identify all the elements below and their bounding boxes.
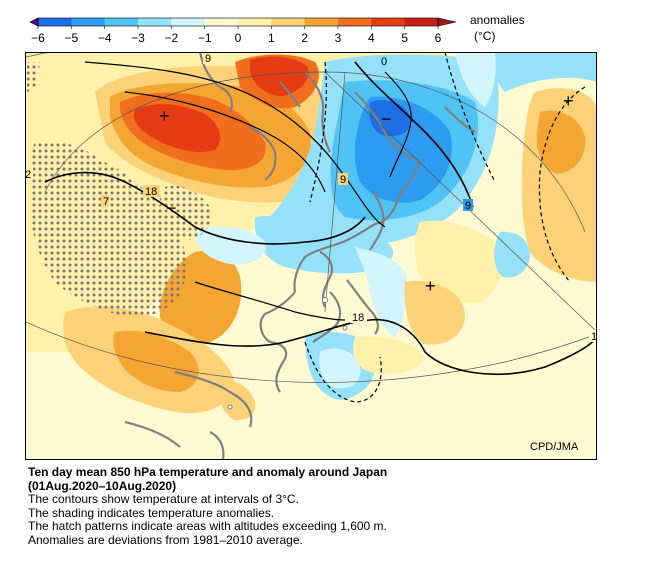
contour-label: 18: [145, 186, 157, 198]
colorbar-cell: [171, 18, 206, 26]
caption-line: The shading indicates temperature anomal…: [28, 505, 275, 520]
figure-caption: Ten day mean 850 hPa temperature and ano…: [28, 465, 628, 547]
contour-label: 9: [340, 174, 346, 186]
colorbar-tick-label: −2: [164, 31, 178, 45]
colorbar-tick-label: 1: [268, 31, 275, 45]
contour-label: 14: [591, 331, 597, 343]
colorbar-cell: [204, 18, 239, 26]
colorbar-cell: [71, 18, 106, 26]
colorbar-title: anomalies: [470, 13, 525, 27]
anomaly-center-markers: + − + + −: [159, 91, 574, 296]
coastlines: [124, 52, 476, 460]
contour-label: 2: [25, 169, 31, 181]
colorbar-tick-labels: −6 −5 −4 −3 −2 −1 0 1 2 3 4 5 6: [31, 26, 442, 45]
colorbar-tick-label: 4: [368, 31, 375, 45]
contour-label: 0: [381, 56, 387, 68]
colorbar-tick-label: 6: [435, 31, 442, 45]
contour-label: 18: [352, 312, 364, 324]
contour-labels: 9 0 18 9 9 18 2 7 14: [25, 52, 597, 343]
colorbar-tick-label: −1: [198, 31, 212, 45]
warm-center-marker: +: [159, 106, 170, 126]
caption-line: The hatch patterns indicate areas with a…: [28, 519, 387, 533]
colorbar-cell: [271, 18, 306, 26]
contour-label: 7: [103, 196, 109, 208]
map-credit: CPD/JMA: [530, 441, 579, 453]
colorbar-cell: [138, 18, 172, 26]
map-frame: [25, 52, 597, 460]
cold-center-marker: −: [381, 109, 392, 129]
colorbar-tick-label: 3: [335, 31, 342, 45]
caption-line: Anomalies are deviations from 1981–2010 …: [28, 532, 303, 547]
cold-center-marker: −: [166, 198, 177, 218]
colorbar-cell: [338, 18, 372, 26]
terrain-hatch: [27, 62, 212, 318]
contour-label: 9: [465, 200, 471, 212]
colorbar-tick-label: −5: [64, 31, 78, 45]
colorbar-cell: [238, 18, 272, 26]
colorbar-left-arrow: [29, 17, 39, 27]
colorbar-tick-label: 0: [235, 31, 242, 45]
islands: [227, 297, 348, 410]
colorbar-cell: [404, 18, 439, 26]
anomaly-colorbar: −6 −5 −4 −3 −2 −1 0 1 2 3 4 5 6 anomalies (°C): [29, 13, 525, 45]
colorbar-cell: [38, 18, 72, 26]
caption-period: (01Aug.2020–10Aug.2020): [28, 478, 177, 493]
colorbar-cell: [104, 18, 139, 26]
colorbar-tick-label: −3: [131, 31, 145, 45]
warm-center-marker: +: [425, 276, 436, 296]
colorbar-tick-label: 5: [401, 31, 408, 45]
colorbar-tick-label: −6: [31, 31, 45, 45]
warm-center-marker: +: [563, 91, 574, 111]
contour-label: 9: [205, 53, 211, 65]
colorbar-tick-label: 2: [301, 31, 308, 45]
colorbar-cell: [304, 18, 339, 26]
colorbar-right-arrow: [437, 17, 457, 27]
caption-line: The contours show temperature at interva…: [28, 492, 299, 506]
colorbar-cell: [371, 18, 406, 26]
anomaly-map: 9 0 18 9 9 18 2 7 14 + − + + −: [25, 52, 597, 460]
temperature-contours: [44, 52, 597, 403]
caption-title: Ten day mean 850 hPa temperature and ano…: [28, 465, 388, 479]
colorbar-unit: (°C): [474, 29, 495, 43]
graticule: [25, 52, 597, 383]
colorbar-cells: [38, 18, 439, 26]
colorbar-tick-label: −4: [98, 31, 112, 45]
